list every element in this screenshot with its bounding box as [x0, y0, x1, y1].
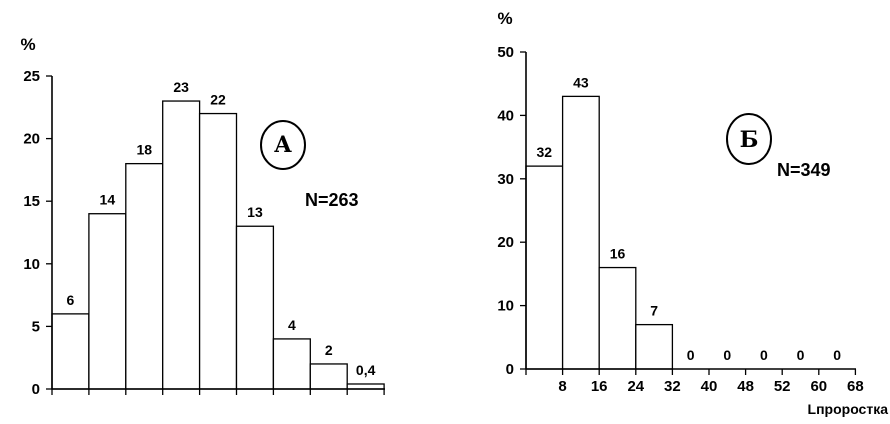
bar-value-label: 0,4	[356, 362, 376, 378]
y-tick-label: 10	[23, 256, 40, 273]
histogram-bar	[272, 338, 311, 390]
panel-letter: А	[274, 132, 292, 158]
bar-value-label: 0	[760, 347, 768, 363]
y-tick-label: 50	[497, 44, 514, 61]
histogram-bar	[51, 313, 90, 390]
x-tick-label: 60	[810, 378, 827, 395]
x-tick-label: 52	[774, 378, 791, 395]
x-tick-label: 24	[627, 378, 644, 395]
bar-value-label: 0	[723, 347, 731, 363]
y-tick-label: 30	[497, 171, 514, 188]
histogram-bar	[598, 266, 637, 370]
histogram-bar	[561, 95, 600, 370]
y-axis-unit: %	[497, 9, 512, 28]
x-tick-label: 8	[558, 378, 566, 395]
y-tick-label: 0	[32, 381, 40, 398]
histogram-bar	[635, 323, 674, 370]
panel-a-chart: 6 14 18 23 22 13 4 2 0,4 0 5 10 15 20 25% А N=263	[20, 35, 385, 398]
y-tick-label: 40	[497, 107, 514, 124]
panel-letter-circle	[260, 120, 306, 170]
y-tick-label: 0	[506, 361, 514, 378]
histogram-bar	[525, 165, 564, 370]
panel-letter-circle	[726, 113, 772, 165]
bar-value-label: 22	[210, 92, 226, 108]
histogram-bar	[309, 363, 348, 390]
bar-value-label: 32	[537, 144, 553, 160]
bar-value-label: 7	[650, 303, 658, 319]
y-tick-label: 20	[23, 131, 40, 148]
bar-value-label: 0	[687, 347, 695, 363]
x-tick-label: 40	[701, 378, 718, 395]
bar-value-label: 14	[100, 192, 116, 208]
bar-value-label: 13	[247, 204, 263, 220]
histogram-bar	[162, 100, 201, 390]
histogram-bar	[125, 162, 164, 390]
panel-letter: Б	[740, 127, 759, 153]
x-tick-label: 16	[591, 378, 608, 395]
panel-b-chart: 32 43 16 7 0 0 0 0 0 0 10 20 30 40 50 8 16 24 32 40 48 52 60 68…	[497, 9, 888, 417]
bar-value-label: 43	[573, 74, 589, 90]
bar-value-label: 18	[136, 142, 152, 158]
bar-value-label: 0	[833, 347, 841, 363]
y-tick-label: 20	[497, 234, 514, 251]
histogram-bar	[88, 213, 127, 390]
y-tick-label: 25	[23, 68, 40, 85]
bar-value-label: 4	[288, 317, 296, 333]
bar-value-label: 6	[67, 292, 75, 308]
bar-value-label: 2	[325, 342, 333, 358]
x-tick-label: 48	[737, 378, 754, 395]
bar-value-label: 16	[610, 246, 626, 262]
y-tick-label: 15	[23, 193, 40, 210]
x-axis-title: Lпроростка	[808, 401, 889, 417]
sample-size-label: N=349	[777, 160, 831, 180]
y-axis-unit: %	[20, 35, 35, 54]
y-tick-label: 10	[497, 298, 514, 315]
y-tick-label: 5	[32, 318, 40, 335]
x-tick-label: 32	[664, 378, 681, 395]
histogram-bar	[235, 225, 275, 390]
sample-size-label: N=263	[305, 190, 359, 210]
histogram-bar	[198, 112, 238, 390]
x-tick-label: 68	[847, 378, 864, 395]
bar-value-label: 23	[173, 79, 189, 95]
bar-value-label: 0	[797, 347, 805, 363]
